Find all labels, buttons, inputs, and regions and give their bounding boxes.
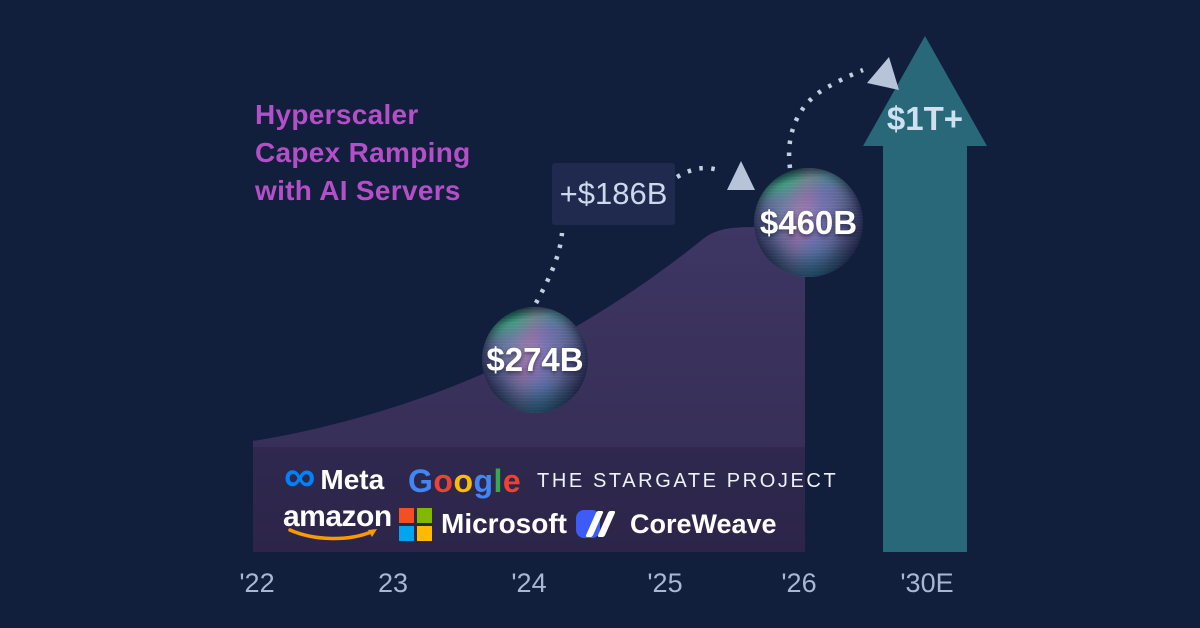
coreweave-cw-icon [576, 510, 620, 538]
delta-annotation: +$186B [552, 163, 675, 225]
arrowhead-icon [867, 57, 899, 90]
coreweave-logo: CoreWeave [576, 508, 777, 540]
stargate-project-logo: THE STARGATE PROJECT [537, 469, 838, 493]
axis-tick-30e: '30E [900, 568, 954, 598]
google-letter: o [453, 462, 474, 499]
data-point-2024-label: $274B [486, 341, 584, 378]
axis-tick-22: '22 [239, 568, 275, 598]
google-letter: l [493, 462, 503, 499]
google-letter: o [433, 462, 454, 499]
amazon-smile-icon [288, 528, 377, 541]
meta-logo-text: Meta [320, 464, 385, 495]
google-logo: G o o g l e [408, 462, 521, 500]
coreweave-logo-text: CoreWeave [630, 508, 777, 539]
google-letter: e [502, 462, 522, 499]
projection-arrow [863, 36, 987, 552]
chart-title: Hyperscaler Capex Ramping with AI Server… [255, 99, 471, 206]
connector-delta-to-2026 [675, 165, 722, 179]
logo-band-overlay [253, 447, 805, 552]
axis-tick-24: '24 [511, 568, 547, 598]
microsoft-logo: Microsoft [399, 506, 567, 542]
arrowhead-icon [727, 161, 755, 190]
axis-tick-23: 23 [377, 568, 409, 598]
amazon-logo-text: amazon [283, 500, 392, 533]
axis-tick-25: '25 [647, 568, 683, 598]
microsoft-logo-text: Microsoft [441, 508, 567, 539]
axis-tick-26: '26 [781, 568, 817, 598]
meta-infinity-icon: ∞ [284, 452, 316, 501]
data-point-2026-sphere: $460B [754, 168, 863, 277]
data-point-2024-sphere: $274B [482, 307, 588, 413]
stargate-logo-text: THE STARGATE PROJECT [537, 469, 839, 492]
delta-annotation-label: +$186B [559, 176, 668, 211]
projection-label: $1T+ [886, 100, 964, 137]
data-point-2026-label: $460B [759, 203, 858, 241]
amazon-logo: amazon [283, 500, 392, 545]
connector-2024-to-delta [534, 232, 565, 305]
google-letter: g [473, 462, 494, 499]
google-letter: G [408, 462, 434, 499]
microsoft-window-icon [399, 507, 432, 541]
connector-2026-to-projection [786, 67, 864, 169]
meta-logo: ∞ Meta [284, 452, 385, 501]
